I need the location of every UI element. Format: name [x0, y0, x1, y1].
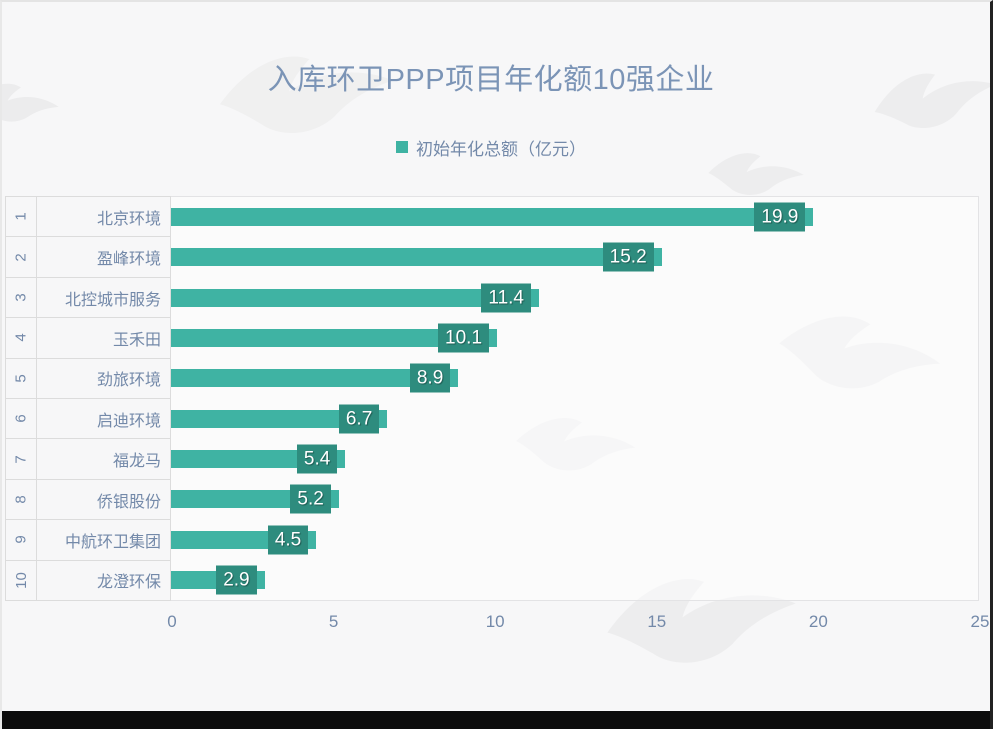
category-row: 5 劲旅环境	[6, 358, 170, 400]
rank-label: 10	[12, 572, 30, 589]
value-label: 8.9	[409, 363, 451, 393]
plot-area: 19.9 15.2 11.4 10.1 8.9 6.7 5.4 5.2 4.5 2.9	[171, 196, 979, 601]
x-tick-label: 5	[328, 612, 339, 631]
category-label: 启迪环境	[96, 412, 161, 430]
category-row: 9 中航环卫集团	[6, 520, 170, 561]
value-label: 2.9	[216, 565, 257, 595]
rank-label: 8	[12, 495, 30, 504]
category-label: 福龙马	[112, 453, 161, 471]
category-axis: 1 北京环境 2 盈峰环境 3 北控城市服务 4 玉禾田 5 劲旅环境 6 启迪环境 7 福龙马 8 侨银股份…	[5, 196, 171, 602]
category-row: 2 盈峰环境	[6, 237, 170, 278]
rank-cell: 1	[6, 197, 37, 237]
bar-row: 8.9	[171, 358, 978, 398]
bar-row: 6.7	[171, 398, 978, 438]
x-tick-label: 15	[647, 612, 667, 631]
value-label: 15.2	[602, 242, 654, 272]
category-label: 北京环境	[96, 210, 161, 228]
rank-cell: 4	[6, 318, 37, 358]
bar: 15.2	[171, 242, 662, 272]
bar-chart: 1 北京环境 2 盈峰环境 3 北控城市服务 4 玉禾田 5 劲旅环境 6 启迪环境 7 福龙马 8 侨银股份…	[2, 196, 980, 602]
category-row: 3 北控城市服务	[6, 277, 170, 319]
chart-title: 入库环卫PPP项目年化额10强企业	[267, 64, 715, 96]
x-tick-label: 0	[167, 612, 177, 631]
value-label: 4.5	[267, 525, 309, 555]
bar-row: 11.4	[171, 278, 978, 318]
category-row: 4 玉禾田	[6, 318, 170, 359]
bar-row: 4.5	[171, 519, 978, 559]
value-label: 5.4	[296, 444, 338, 474]
value-label: 5.2	[290, 484, 331, 514]
category-row: 10 龙澄环保	[6, 560, 170, 602]
legend-swatch-icon	[396, 141, 408, 153]
bar-row: 10.1	[171, 318, 978, 358]
rank-cell: 2	[6, 237, 37, 277]
bar: 5.4	[171, 444, 346, 474]
category-label: 中航环卫集团	[64, 533, 161, 551]
rank-cell: 8	[6, 479, 37, 520]
rank-label: 5	[12, 374, 30, 383]
value-axis: 0 5 10 15 20 25	[167, 601, 989, 643]
bar: 6.7	[171, 404, 388, 434]
rank-cell: 6	[6, 399, 37, 439]
rank-cell: 3	[6, 277, 37, 318]
bar: 10.1	[171, 323, 498, 353]
category-row: 1 北京环境	[6, 197, 170, 238]
rank-cell: 7	[6, 439, 37, 479]
rank-cell: 10	[6, 560, 37, 601]
rank-label: 6	[12, 414, 30, 423]
category-label: 龙澄环保	[96, 574, 161, 592]
bar: 5.2	[171, 484, 339, 514]
value-label: 11.4	[481, 283, 531, 313]
bar: 19.9	[171, 202, 814, 232]
value-label: 10.1	[438, 323, 490, 353]
category-row: 8 侨银股份	[6, 479, 170, 521]
rank-label: 2	[12, 252, 30, 262]
value-label: 6.7	[338, 404, 380, 434]
rank-cell: 5	[6, 358, 37, 399]
category-label: 侨银股份	[96, 493, 161, 511]
x-tick-label: 20	[808, 612, 828, 631]
rank-label: 4	[12, 333, 30, 343]
legend: 初始年化总额（亿元）	[2, 135, 980, 159]
bar: 2.9	[171, 565, 265, 595]
rank-label: 3	[12, 293, 30, 302]
rank-label: 1	[12, 212, 30, 221]
value-label: 19.9	[754, 202, 806, 232]
category-row: 6 启迪环境	[6, 399, 170, 440]
bar-row: 5.2	[171, 479, 978, 519]
bar-row: 2.9	[171, 560, 978, 600]
category-row: 7 福龙马	[6, 439, 170, 480]
rank-label: 9	[12, 535, 30, 545]
rank-cell: 9	[6, 520, 37, 560]
bar: 8.9	[171, 363, 459, 393]
x-tick-label: 10	[485, 612, 505, 631]
legend-label: 初始年化总额（亿元）	[416, 139, 586, 159]
category-label: 玉禾田	[112, 331, 161, 349]
bottom-black-strip	[2, 711, 990, 729]
bar: 11.4	[171, 283, 539, 313]
x-tick-label: 25	[970, 612, 990, 631]
bar-row: 19.9	[171, 197, 978, 237]
bar-row: 15.2	[171, 237, 978, 277]
bar: 4.5	[171, 525, 317, 555]
rank-label: 7	[12, 454, 30, 464]
category-label: 北控城市服务	[64, 291, 161, 309]
bar-row: 5.4	[171, 439, 978, 479]
category-label: 盈峰环境	[96, 251, 161, 269]
category-label: 劲旅环境	[96, 372, 161, 390]
